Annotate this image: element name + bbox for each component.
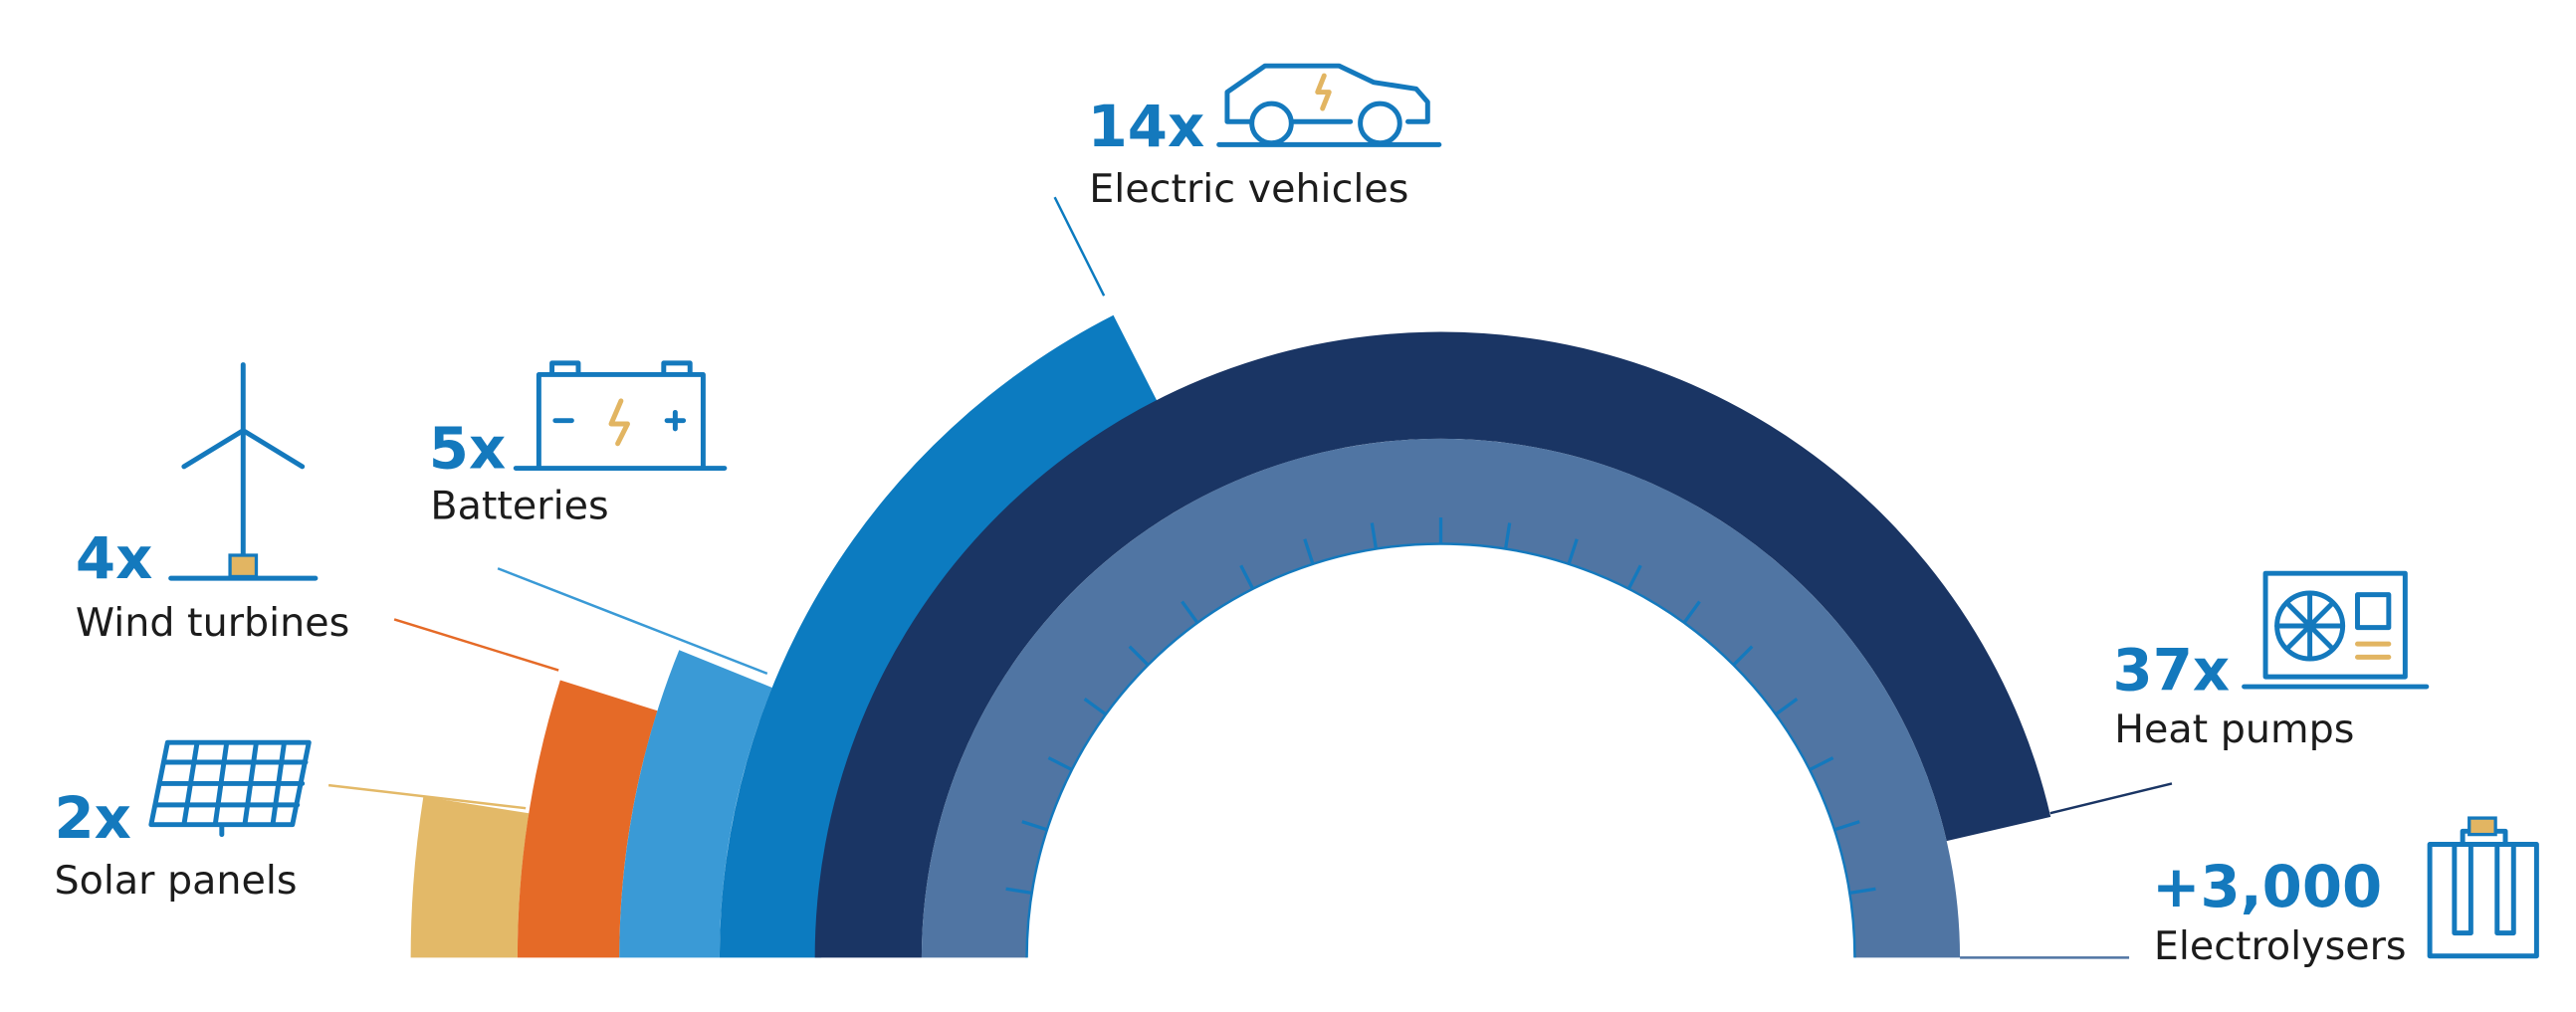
tick: [1047, 756, 1073, 772]
arc-band: [619, 650, 772, 958]
wind-turbine-icon: [168, 362, 319, 581]
multiplier: 37x: [2113, 636, 2231, 704]
label: Solar panels: [54, 858, 297, 904]
tick: [1128, 645, 1150, 667]
leader-line: [2049, 782, 2173, 815]
leader-line: [327, 783, 527, 810]
arc-band: [814, 331, 2051, 958]
tick: [1083, 698, 1107, 716]
label: Heat pumps: [2114, 707, 2354, 752]
leader-line: [393, 618, 559, 672]
label: Wind turbines: [76, 600, 349, 646]
arc-band: [517, 680, 658, 958]
battery-icon: [513, 360, 728, 472]
label: Batteries: [430, 484, 608, 529]
multiplier: +3,000: [2152, 853, 2382, 920]
electrolyser-icon: [2427, 816, 2539, 959]
icon-part: [1358, 101, 1402, 146]
multiplier: 5x: [429, 415, 506, 483]
icon-part: [2468, 816, 2497, 837]
icon-part: [1249, 101, 1294, 146]
tick: [1005, 887, 1032, 895]
arc-band: [410, 796, 530, 958]
car-icon: [1216, 63, 1442, 147]
tick: [1303, 538, 1315, 565]
leader-lines: [327, 196, 2173, 959]
tick: [1732, 645, 1754, 667]
heat-pump-icon: [2242, 570, 2430, 690]
icon-part: [228, 553, 259, 579]
growth-arcs: [410, 314, 2051, 958]
inner-ticks: [1005, 517, 1876, 958]
leader-line: [1053, 196, 1106, 297]
multiplier: 2x: [54, 784, 130, 852]
tick: [1775, 698, 1799, 716]
label: Electric vehicles: [1089, 166, 1408, 212]
tick: [1849, 887, 1876, 895]
tick: [1809, 756, 1834, 772]
tick: [1682, 600, 1701, 624]
multiplier: 14x: [1088, 93, 1205, 160]
tick: [1626, 564, 1642, 590]
leader-line: [497, 567, 768, 676]
tick: [1021, 820, 1048, 832]
multiplier: 4x: [76, 524, 152, 592]
inner-edge: [1025, 542, 1856, 958]
tick: [1503, 522, 1512, 549]
tick: [1567, 538, 1579, 565]
tick: [1370, 522, 1379, 549]
arc-band: [921, 438, 1961, 958]
label: Electrolysers: [2154, 923, 2407, 969]
tick: [1833, 820, 1860, 832]
solar-panel-icon: [148, 739, 312, 838]
tick: [1239, 564, 1255, 590]
tick: [1181, 600, 1199, 624]
